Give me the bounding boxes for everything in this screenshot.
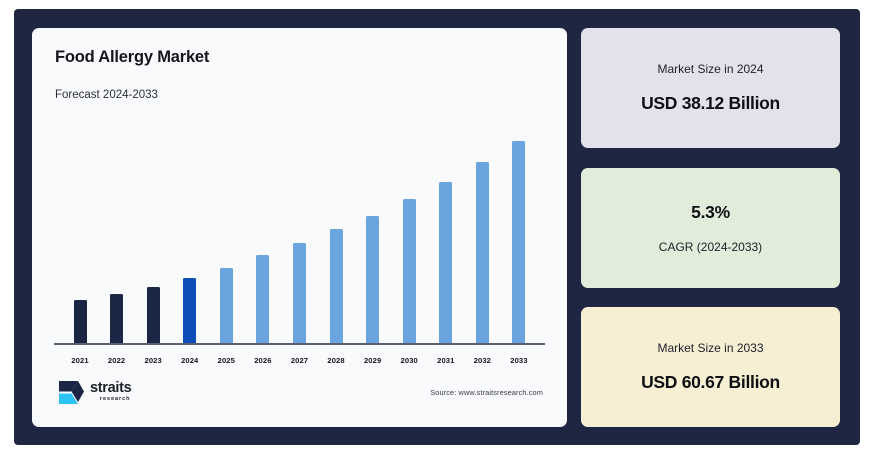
logo-name: straits: [90, 380, 132, 397]
bar-slot: [174, 127, 206, 343]
page-title: Food Allergy Market: [55, 48, 210, 66]
x-axis-label-2024: 2024: [181, 356, 199, 365]
chart-footer: straits research Source: www.straitsrese…: [52, 369, 547, 415]
x-axis-label-2022: 2022: [107, 356, 126, 365]
x-axis-label-2029: 2029: [363, 356, 382, 365]
stat-card-2: 5.3% CAGR (2024-2033): [581, 167, 840, 288]
bar-slot: [320, 127, 352, 343]
stat-card-label: Market Size in 2033: [657, 341, 764, 355]
bar-2026: [256, 255, 270, 343]
bar-slot: [210, 127, 242, 343]
bar-slot: [430, 127, 462, 343]
arrow-logo-icon: [58, 380, 85, 405]
x-axis-tick-labels: 2021 2022 2023 2024 2025 2026 2027 2028 2029 2030…: [54, 356, 545, 365]
bar-slot: [247, 127, 279, 343]
bar-slot: [393, 127, 425, 343]
x-axis-label-2031: 2031: [437, 356, 455, 365]
source-attribution: Source: www.straitsresearch.com: [430, 387, 543, 397]
bar-slot: [503, 127, 535, 343]
stat-card-list: Market Size in 2024 USD 38.12 Billion 5.3%…: [581, 28, 840, 427]
bar-slot: [466, 127, 498, 343]
x-axis-label-2028: 2028: [327, 356, 345, 365]
x-axis-label-2026: 2026: [254, 356, 272, 365]
bar-2022: [110, 294, 124, 343]
logo-tagline: research: [99, 395, 131, 402]
bar-2023: [146, 287, 160, 343]
infographic-container: Food Allergy Market Forecast 2024-2033 2…: [14, 9, 860, 445]
x-axis-label-2033: 2033: [510, 356, 528, 365]
stat-card-1: Market Size in 2024 USD 38.12 Billion: [581, 28, 840, 148]
stat-card-label: Market Size in 2024: [657, 62, 764, 76]
chart-subtitle: Forecast 2024-2033: [55, 89, 158, 101]
bar-slot: [357, 127, 389, 343]
x-axis-label-2025: 2025: [217, 356, 235, 365]
x-axis-label-2027: 2027: [290, 356, 309, 365]
stat-card-3: Market Size in 2033 USD 60.67 Billion: [581, 307, 840, 427]
bar-slot: [101, 127, 133, 343]
x-axis-label-2032: 2032: [473, 356, 491, 365]
chart-panel: Food Allergy Market Forecast 2024-2033 2…: [32, 28, 567, 427]
bar-2028: [329, 229, 343, 343]
bar-2029: [366, 216, 380, 343]
bar-2025: [219, 268, 233, 343]
bar-chart-plot-area: 2021 2022 2023 2024 2025 2026 2027 2028 2029 2030…: [54, 105, 545, 365]
bar-series: [54, 127, 545, 345]
x-axis-label-2021: 2021: [71, 356, 89, 365]
logo-wordmark: straits research: [90, 380, 132, 402]
bar-2027: [292, 243, 306, 343]
x-axis-label-2030: 2030: [400, 356, 418, 365]
bar-2031: [439, 182, 453, 343]
bar-slot: [64, 127, 96, 343]
x-axis-label-2023: 2023: [144, 356, 162, 365]
bar-2030: [402, 199, 416, 343]
bar-2024: [183, 278, 197, 343]
stat-card-value: 5.3%: [691, 201, 730, 222]
straits-research-logo: straits research: [58, 380, 132, 405]
bar-2021: [73, 300, 87, 343]
bar-2033: [512, 141, 526, 343]
stat-card-value: USD 60.67 Billion: [641, 372, 780, 392]
bar-2032: [475, 162, 489, 343]
stat-card-value: USD 38.12 Billion: [641, 93, 780, 113]
bar-slot: [283, 127, 315, 343]
bar-slot: [137, 127, 169, 343]
stat-card-label: CAGR (2024-2033): [658, 239, 763, 254]
